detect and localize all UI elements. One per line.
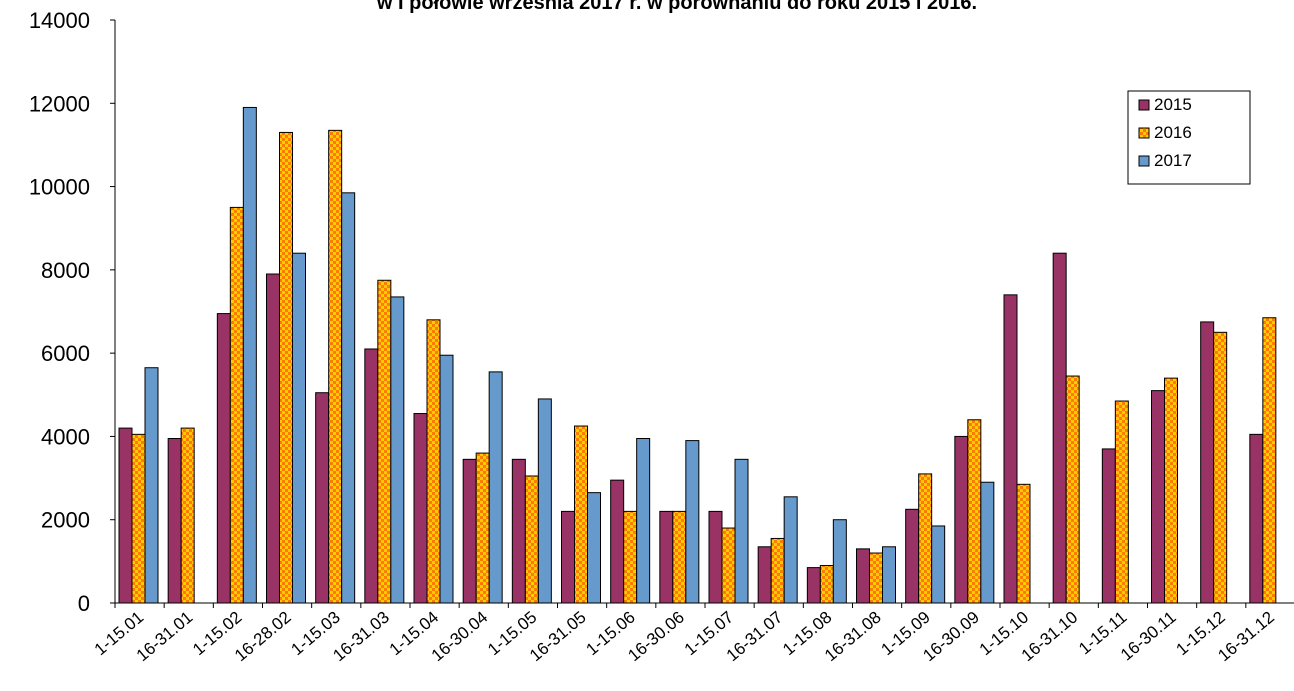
x-tick-label: 16-30.11 (1117, 608, 1180, 665)
x-tick-label: 16-30.06 (624, 608, 688, 666)
bar-2015 (757, 546, 772, 604)
y-tick-label: 14000 (29, 8, 90, 33)
legend-label: 2017 (1154, 151, 1192, 170)
bar-2015 (1151, 390, 1165, 604)
bar-2016 (426, 319, 441, 604)
bar-2017 (341, 192, 356, 604)
bar-2017 (144, 367, 159, 604)
bar-2016 (1016, 483, 1031, 604)
y-tick-label: 4000 (41, 424, 90, 449)
bar-2015 (118, 427, 133, 604)
bar-2015 (1200, 321, 1215, 604)
x-tick-label: 16-31.10 (1018, 608, 1082, 666)
bar-2017 (980, 481, 995, 604)
bar-2016 (377, 279, 392, 604)
x-tick-label: 16-28.02 (231, 608, 295, 666)
bar-2015 (1249, 433, 1264, 604)
bar-2017 (832, 519, 847, 604)
bar-2015 (610, 479, 625, 604)
x-tick-label: 16-30.04 (428, 608, 492, 666)
y-tick-label: 12000 (29, 91, 90, 116)
bar-2016 (819, 565, 834, 604)
x-tick-label: 16-31.08 (821, 608, 885, 666)
bar-2015 (1003, 294, 1018, 604)
bar-2016 (1114, 400, 1129, 604)
bar-2016 (1164, 377, 1178, 604)
bar-2015 (659, 510, 674, 604)
bar-2016 (328, 129, 343, 604)
bar-2016 (475, 452, 490, 604)
bar-2016 (967, 419, 982, 604)
legend-label: 2015 (1154, 95, 1192, 114)
bar-2016 (918, 473, 933, 604)
bar-2015 (167, 438, 182, 604)
bar-2017 (882, 546, 896, 604)
bar-2017 (783, 496, 798, 604)
y-tick-label: 2000 (41, 508, 90, 533)
y-tick-label: 10000 (29, 175, 90, 200)
bar-2017 (636, 438, 651, 604)
bar-2017 (537, 398, 552, 604)
legend-swatch-2017 (1138, 155, 1150, 167)
bar-2016 (721, 527, 736, 604)
bar-2017 (931, 525, 946, 604)
x-tick-label: 16-31.07 (723, 608, 787, 666)
bar-2015 (1101, 448, 1116, 604)
bar-2017 (439, 354, 454, 604)
bar-2017 (587, 492, 601, 604)
x-tick-label: 16-31.01 (133, 608, 197, 666)
x-tick-label: 16-31.03 (329, 608, 393, 666)
bar-2017 (685, 440, 700, 604)
bar-2015 (806, 567, 821, 604)
bar-2016 (1262, 317, 1277, 604)
bar-2016 (229, 206, 244, 604)
bar-2016 (1213, 331, 1228, 604)
bar-2015 (1052, 252, 1067, 604)
bar-2016 (869, 552, 883, 604)
bar-2016 (672, 510, 687, 604)
y-tick-label: 6000 (41, 341, 90, 366)
bar-2016 (1065, 375, 1080, 604)
bar-2015 (856, 548, 870, 604)
bar-2016 (623, 510, 638, 604)
bar-2015 (462, 458, 477, 604)
x-tick-label: 16-30.09 (919, 608, 983, 666)
bars (118, 106, 1277, 604)
legend: 2015 2016 2017 (1127, 90, 1251, 185)
bar-2015 (315, 392, 330, 604)
legend-swatch-2016 (1138, 127, 1150, 139)
x-tick-label: 16-31.05 (526, 608, 590, 666)
bar-2016 (524, 475, 539, 604)
bar-2015 (511, 458, 526, 604)
bar-2017 (390, 296, 405, 604)
bar-2015 (561, 510, 575, 604)
bar-2015 (413, 413, 428, 604)
bar-2015 (266, 273, 280, 604)
bar-2017 (242, 106, 257, 604)
bar-2015 (216, 313, 231, 604)
y-tick-label: 8000 (41, 258, 90, 283)
bar-2017 (292, 252, 306, 604)
bar-2017 (734, 458, 749, 604)
bar-2016 (574, 425, 588, 604)
bar-2016 (131, 433, 146, 604)
legend-label: 2016 (1154, 123, 1192, 142)
x-tick-label: 16-31.12 (1214, 608, 1278, 666)
bar-2015 (364, 348, 379, 604)
bar-2017 (488, 371, 503, 604)
chart-title: w I połowie września 2017 r. w porównani… (376, 0, 977, 14)
bar-2015 (905, 508, 920, 604)
bar-2015 (954, 435, 969, 604)
legend-swatch-2015 (1138, 99, 1150, 111)
bar-2016 (279, 131, 293, 604)
bar-2015 (708, 510, 723, 604)
bar-2016 (180, 427, 195, 604)
y-tick-label: 0 (78, 591, 90, 616)
bar-2016 (770, 537, 785, 604)
